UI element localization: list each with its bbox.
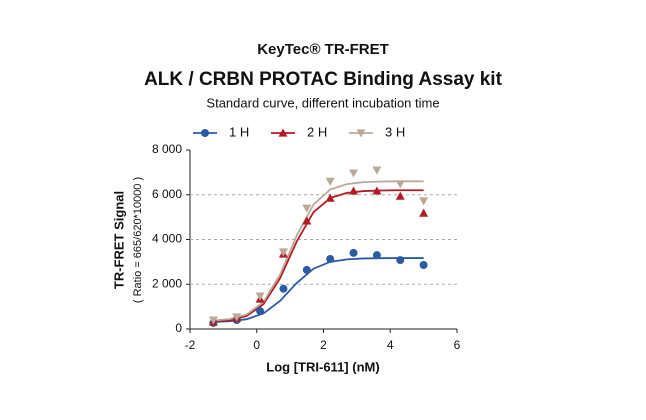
- y-tick-label: 4 000: [152, 232, 182, 246]
- x-tick-label: 0: [253, 338, 260, 352]
- data-point: [232, 313, 242, 322]
- data-point: [325, 177, 335, 186]
- data-point: [396, 256, 405, 265]
- data-point: [302, 265, 311, 274]
- data-point: [419, 197, 429, 206]
- y-tick-label: 8 000: [152, 142, 182, 156]
- chart-title: KeyTec® TR-FRET: [257, 41, 389, 58]
- data-point: [395, 180, 405, 189]
- data-point: [419, 208, 429, 217]
- data-point: [349, 186, 359, 195]
- legend-marker: [278, 128, 288, 137]
- legend-marker: [201, 129, 209, 137]
- fit-curve: [213, 257, 424, 323]
- fit-curve: [213, 189, 424, 323]
- x-tick-label: 2: [320, 338, 327, 352]
- x-tick-label: 4: [387, 338, 394, 352]
- data-point: [255, 292, 265, 301]
- data-point: [325, 193, 335, 202]
- y-axis-sublabel: ( Ratio = 665/620*10000 ): [132, 177, 144, 303]
- x-axis-label: Log [TRI-611] (nM): [266, 359, 379, 374]
- data-point: [372, 186, 382, 195]
- legend-label: 3 H: [385, 124, 405, 139]
- chart-subtitle: ALK / CRBN PROTAC Binding Assay kit: [144, 69, 503, 90]
- data-point: [278, 248, 288, 257]
- legend-label: 1 H: [229, 124, 249, 139]
- chart-caption: Standard curve, different incubation tim…: [206, 95, 439, 110]
- x-tick-label: -2: [185, 338, 196, 352]
- x-tick-label: 6: [454, 338, 461, 352]
- data-point: [279, 284, 288, 293]
- y-tick-label: 2 000: [152, 276, 182, 290]
- data-point: [302, 204, 312, 213]
- data-point: [372, 166, 382, 175]
- data-point: [302, 216, 312, 225]
- y-tick-label: 0: [175, 321, 182, 335]
- data-point: [349, 169, 359, 178]
- legend-marker: [356, 129, 366, 138]
- fit-curve: [213, 180, 424, 322]
- y-tick-label: 6 000: [152, 187, 182, 201]
- data-point: [208, 316, 218, 325]
- y-axis-label: TR-FRET Signal: [111, 191, 126, 289]
- data-point: [372, 251, 381, 260]
- data-point: [326, 254, 335, 263]
- data-point: [256, 307, 265, 316]
- legend-label: 2 H: [307, 124, 327, 139]
- data-point: [419, 261, 428, 270]
- data-point: [349, 248, 358, 257]
- data-point: [395, 191, 405, 200]
